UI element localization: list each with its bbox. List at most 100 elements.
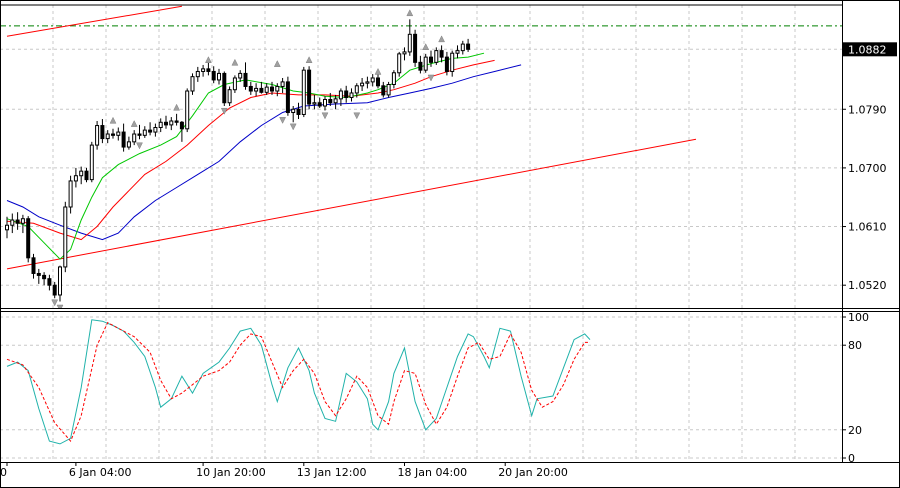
candle-body-bullish	[20, 218, 25, 224]
candle-body-bullish	[402, 51, 407, 55]
candle-body-bearish	[84, 170, 89, 181]
fractal-up-arrow	[231, 58, 239, 66]
stochastic-signal-line	[6, 321, 590, 443]
candle-body-bearish	[444, 56, 449, 72]
candle-body-bearish	[248, 85, 253, 92]
fractal-up-arrow	[109, 116, 117, 124]
fractal-down-arrow	[279, 117, 287, 124]
candle-body-bullish	[79, 170, 84, 177]
fractal-up-arrow	[422, 43, 430, 50]
candle-body-bullish	[370, 77, 375, 83]
candle-body-bearish	[111, 133, 115, 136]
stochastic-tick-label: 0	[848, 452, 855, 465]
time-axis: 0 6 Jan 04:00 10 Jan 20:00 13 Jan 12:00 18 J…	[0, 462, 568, 479]
time-tick-label: 20 Jan 20:00	[498, 466, 568, 479]
candle-body-bearish	[307, 69, 312, 105]
candle-body-bearish	[285, 81, 290, 114]
stochastic-axis: 100 80 20 0	[842, 311, 869, 465]
candle-body-bullish	[73, 175, 78, 182]
candle-body-bullish	[407, 33, 412, 53]
candle-body-bearish	[429, 56, 433, 63]
time-tick-label: 13 Jan 12:00	[297, 466, 367, 479]
candle-body-bullish	[455, 50, 460, 54]
price-tick-label: 1.0610	[848, 221, 887, 234]
candle-body-bullish	[323, 98, 327, 107]
candle-body-bullish	[360, 82, 365, 87]
candle-body-bearish	[243, 72, 248, 87]
candle-body-bullish	[116, 131, 121, 136]
candle-body-bearish	[270, 86, 274, 92]
candle-body-bearish	[381, 85, 386, 96]
fractal-down-arrow	[56, 304, 64, 308]
time-tick-label: 0	[0, 466, 7, 479]
candle-body-bullish	[5, 224, 9, 231]
candle-body-bearish	[259, 87, 264, 93]
candle-body-bullish	[10, 219, 15, 226]
candle-body-bullish	[264, 86, 269, 93]
fractal-down-arrow	[220, 107, 228, 115]
candle-body-bullish	[301, 69, 306, 115]
candle-body-bullish	[434, 50, 439, 63]
candle-body-bullish	[63, 206, 68, 268]
fractal-up-arrow	[305, 56, 313, 63]
trendline	[6, 138, 697, 270]
candle-body-bearish	[418, 61, 423, 71]
candle-body-bullish	[68, 180, 73, 208]
candle-body-bearish	[413, 33, 418, 63]
candle-body-bullish	[158, 121, 163, 129]
candle-body-bullish	[201, 68, 206, 72]
time-tick-label: 6 Jan 04:00	[69, 466, 132, 479]
candle-body-bearish	[206, 68, 211, 72]
candle-body-bullish	[365, 81, 370, 84]
stochastic-lines	[6, 319, 591, 445]
candle-body-bullish	[232, 77, 237, 91]
fractal-down-arrow	[51, 299, 59, 307]
fractal-down-arrow	[136, 142, 143, 150]
candle-body-bullish	[142, 129, 147, 136]
price-tick-label: 1.0520	[848, 279, 887, 292]
candle-body-bearish	[26, 218, 31, 259]
candle-body-bullish	[312, 102, 317, 105]
stochastic-tick-label: 80	[848, 339, 862, 352]
candle-body-bullish	[227, 89, 232, 104]
candle-body-bullish	[386, 83, 391, 96]
current-price-box	[843, 42, 897, 57]
trendline	[6, 5, 182, 37]
candle-body-bullish	[397, 53, 402, 74]
fractal-down-arrow	[321, 112, 329, 120]
candle-body-bearish	[164, 121, 168, 126]
fractal-up-arrow	[204, 56, 212, 63]
candle-body-bullish	[338, 90, 343, 100]
time-tick-label: 10 Jan 20:00	[196, 466, 266, 479]
candle-body-bearish	[317, 102, 322, 107]
candle-body-bullish	[349, 92, 354, 99]
fractal-up-arrow	[130, 120, 138, 127]
candle-body-bearish	[466, 43, 471, 50]
fractal-down-arrow	[353, 112, 361, 120]
candle-body-bearish	[52, 284, 57, 296]
fractal-up-arrow	[374, 67, 382, 75]
candle-body-bearish	[42, 274, 47, 280]
candle-body-bearish	[328, 98, 333, 104]
candle-body-bullish	[354, 85, 359, 94]
candle-body-bearish	[31, 257, 36, 274]
candle-body-bullish	[333, 98, 338, 104]
candle-body-bearish	[121, 131, 126, 148]
candle-body-bullish	[89, 144, 94, 181]
fractal-up-arrow	[273, 60, 281, 67]
fractals	[51, 9, 446, 308]
candle-body-bullish	[460, 43, 465, 52]
candle-body-bearish	[15, 219, 20, 224]
candle-body-bearish	[439, 50, 444, 58]
trendlines	[6, 5, 697, 270]
candle-body-bullish	[450, 52, 455, 72]
fractal-down-arrow	[289, 123, 297, 131]
fractal-up-arrow	[438, 35, 446, 43]
candle-body-bullish	[195, 70, 200, 78]
candle-body-bullish	[423, 56, 428, 71]
candle-body-bullish	[254, 87, 259, 92]
candle-body-bearish	[222, 72, 227, 104]
candle-body-bullish	[291, 108, 296, 114]
